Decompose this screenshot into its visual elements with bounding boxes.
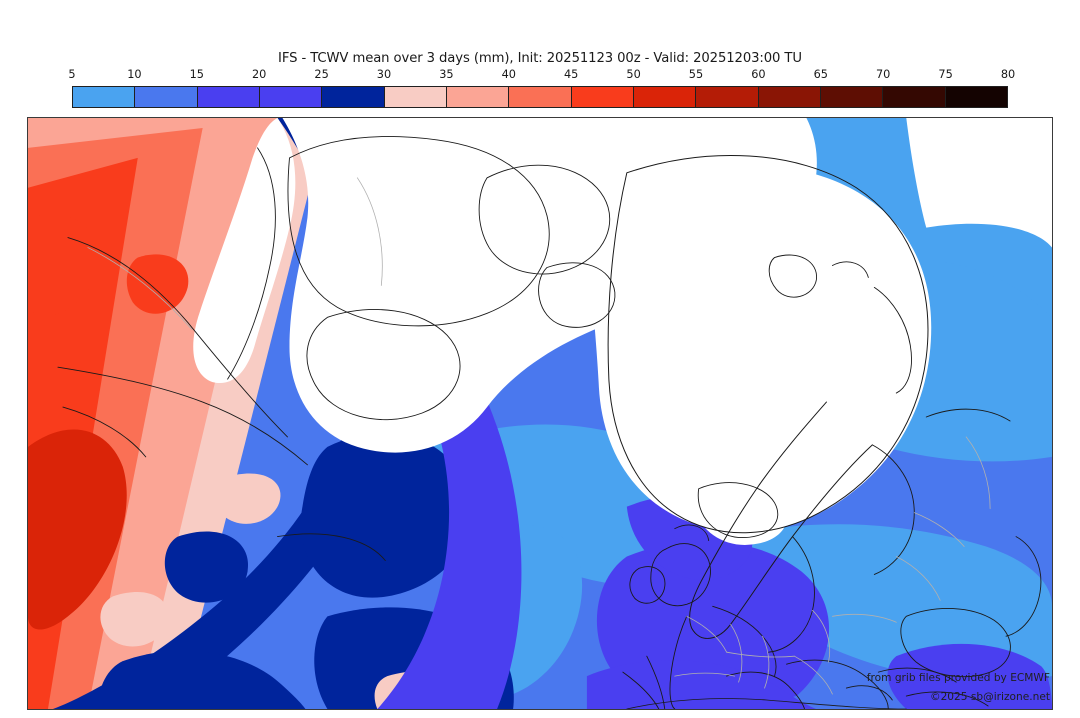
colorbar-swatch[interactable] — [883, 87, 946, 107]
border-poland-belarus — [832, 613, 897, 623]
colorbar-tick: 30 — [376, 68, 392, 81]
contour-band-plume-cell — [126, 254, 189, 314]
colorbar[interactable] — [72, 86, 1008, 108]
border-norway-sweden — [730, 623, 743, 683]
data-source-credit: from grib files provided by ECMWF — [866, 672, 1050, 684]
landmass-svalbard — [766, 250, 825, 301]
coastline-scotland — [674, 524, 710, 542]
coastline-ireland — [629, 566, 666, 604]
contour-band-iberia — [586, 660, 817, 709]
coastline-greece — [845, 685, 893, 701]
coastline-svalbard — [768, 254, 817, 298]
coastline-france-west — [669, 615, 688, 709]
colorbar-tick: 60 — [751, 68, 766, 81]
map-canvas[interactable] — [27, 117, 1053, 710]
border-canada-internal — [356, 177, 383, 286]
coastline-biscay — [646, 655, 666, 709]
coastline-labrador-north — [306, 309, 461, 421]
coastline-labrador-coast — [277, 533, 386, 561]
colorbar-swatch[interactable] — [259, 87, 323, 107]
map-contour-surface — [28, 118, 1052, 709]
contour-band-pocket-b — [216, 473, 281, 524]
landmass-nw-edge — [193, 118, 296, 384]
tcwv-contour-fill-layer — [28, 118, 1052, 709]
colorbar-tick: 55 — [688, 68, 704, 81]
colorbar-tick: 15 — [189, 68, 204, 81]
contour-band-plume-north — [28, 214, 98, 318]
coastline-gulf — [62, 406, 147, 458]
colorbar-tick: 25 — [314, 68, 329, 81]
colorbar-tick: 65 — [813, 68, 828, 81]
border-spain-france — [674, 672, 736, 677]
contour-band-east — [724, 524, 1052, 682]
border-balkans — [794, 655, 833, 695]
colorbar-swatch[interactable] — [197, 87, 260, 107]
coastline-novaya-zemlya — [873, 286, 912, 394]
colorbar-tick-labels: 5 10 15 20 25 30 35 40 45 50 55 60 65 70 75 80 — [68, 68, 1015, 84]
contour-band-plume-peak — [28, 429, 127, 630]
geography-layer — [57, 136, 1042, 709]
coastline-norway — [689, 401, 873, 639]
coastline-devon-island — [538, 262, 616, 328]
coastline-great-britain — [650, 543, 711, 607]
contour-band-navy-eddy-b — [164, 531, 249, 603]
border-russia-east — [965, 436, 991, 510]
border-baltic-russia — [913, 512, 965, 547]
coastline-canada-west — [227, 147, 276, 380]
colorbar-tick: 50 — [626, 68, 641, 81]
colorbar-swatch[interactable] — [135, 87, 198, 107]
coastline-franz-josef-land — [831, 261, 869, 278]
coastline-balkans-adriatic — [786, 659, 889, 709]
contour-band-pocket-a — [100, 592, 169, 647]
coastline-iberia-west — [622, 671, 660, 709]
page-title: IFS - TCWV mean over 3 days (mm), Init: … — [278, 51, 802, 66]
colorbar-tick: 75 — [938, 68, 953, 81]
colorbar-swatch[interactable] — [446, 87, 510, 107]
coastline-iceland — [697, 482, 779, 539]
colorbar-tick: 40 — [501, 68, 516, 81]
coastline-turkey-north — [877, 667, 957, 683]
border-canada-usa — [87, 247, 193, 330]
coastline-caspian — [1005, 536, 1042, 637]
colorbar-tick: 45 — [564, 68, 579, 81]
colorbar-swatch[interactable] — [633, 87, 697, 107]
colorbar-tick: 5 — [68, 68, 76, 81]
colorbar-swatch[interactable] — [73, 87, 136, 107]
coastline-greenland — [607, 154, 929, 534]
coastline-ellesmere — [478, 164, 611, 275]
coastline-st-lawrence — [57, 366, 308, 466]
colorbar-swatch[interactable] — [509, 87, 572, 107]
coastline-white-sea — [925, 408, 1011, 422]
colorbar-swatches[interactable] — [72, 86, 1008, 108]
coastline-quebec — [67, 237, 288, 438]
colorbar-swatch[interactable] — [945, 87, 1007, 107]
colorbar-tick: 35 — [439, 68, 454, 81]
border-sweden-finland — [812, 609, 830, 663]
colorbar-tick: 70 — [876, 68, 891, 81]
contour-band-navy-eddy-a — [300, 432, 472, 598]
colorbar-swatch[interactable] — [820, 87, 884, 107]
colorbar-tick: 10 — [127, 68, 142, 81]
border-ukraine-russia — [895, 556, 941, 601]
coastline-italy — [726, 671, 805, 709]
coastline-anatolia — [905, 691, 989, 707]
coastline-north-africa — [626, 698, 907, 709]
coastline-baffin-island — [287, 136, 550, 327]
colorbar-swatch[interactable] — [384, 87, 447, 107]
colorbar-swatch[interactable] — [322, 87, 385, 107]
colorbar-tick: 80 — [1000, 68, 1016, 81]
border-france-germany — [686, 615, 728, 653]
colorbar-swatch[interactable] — [571, 87, 634, 107]
contour-band-navy-south — [97, 650, 306, 709]
coastline-black-sea — [900, 608, 1011, 678]
colorbar-swatch[interactable] — [758, 87, 821, 107]
colorbar-swatch[interactable] — [696, 87, 759, 107]
landmass-greenland — [586, 159, 932, 532]
copyright-credit: ©2025 sb@irizone.net — [929, 691, 1050, 703]
border-germany-poland — [762, 635, 770, 689]
colorbar-tick: 20 — [252, 68, 267, 81]
border-alpine — [726, 651, 795, 658]
landmass-north-pole — [906, 118, 1052, 248]
